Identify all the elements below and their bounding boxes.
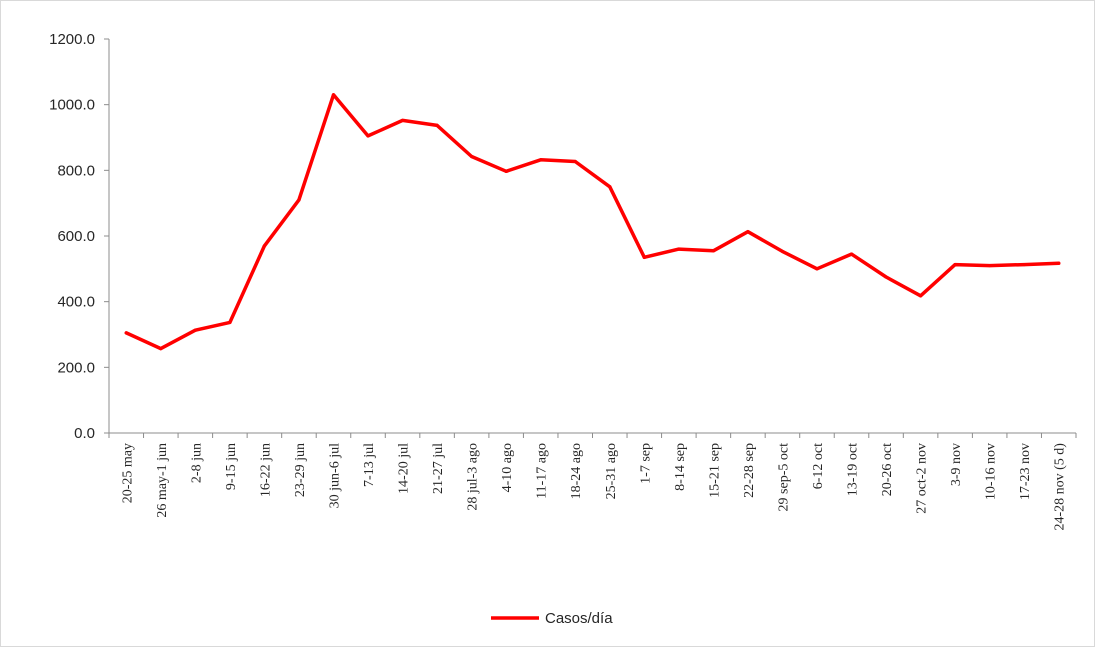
data-point <box>780 249 785 254</box>
data-point <box>400 118 405 123</box>
data-point <box>918 294 923 298</box>
y-tick-label: 1000.0 <box>49 97 95 114</box>
data-point <box>677 247 681 251</box>
x-tick-label: 6-12 oct <box>811 443 826 489</box>
data-point <box>504 169 508 173</box>
data-point <box>711 249 715 253</box>
x-tick-label: 21-27 jul <box>431 443 446 494</box>
x-tick-label: 30 jun-6 jul <box>327 443 342 508</box>
data-point <box>228 320 232 324</box>
data-point <box>470 154 474 159</box>
y-tick-label: 200.0 <box>57 359 95 376</box>
x-tick-label: 9-15 jun <box>224 443 239 490</box>
data-point <box>746 230 750 234</box>
x-tick-label: 15-21 sep <box>707 443 722 498</box>
data-point <box>262 244 267 248</box>
x-tick-label: 10-16 nov <box>984 443 999 500</box>
x-tick-label: 29 sep-5 oct <box>776 443 791 512</box>
x-tick-label: 4-10 ago <box>500 443 515 492</box>
x-tick-label: 1-7 sep <box>638 443 653 484</box>
x-tick-label: 13-19 oct <box>846 443 861 496</box>
data-point <box>1022 262 1026 267</box>
data-point <box>159 347 163 351</box>
series-layer <box>124 93 1061 351</box>
y-tick-label: 1200.0 <box>49 31 95 48</box>
x-tick-label: 22-28 sep <box>742 443 757 498</box>
x-tick-label: 20-25 may <box>120 443 135 503</box>
x-tick-label: 16-22 jun <box>258 443 273 497</box>
x-axis: 20-25 may 26 may-1 jun 2-8 jun 9-15 jun 16-2… <box>108 432 1077 531</box>
x-tick-label: 25-31 ago <box>604 443 619 499</box>
data-point <box>849 252 854 256</box>
data-point <box>539 158 543 162</box>
data-point <box>884 275 888 279</box>
y-tick-label: 600.0 <box>57 228 95 245</box>
legend-label: Casos/día <box>545 610 613 627</box>
x-tick-label: 28 jul-3 ago <box>466 443 481 511</box>
data-point <box>435 123 439 127</box>
data-point <box>297 198 301 202</box>
data-point <box>1057 261 1061 265</box>
x-tick-label: 24-28 nov (5 d) <box>1053 443 1068 531</box>
data-point <box>193 328 197 332</box>
data-point <box>124 331 128 335</box>
data-point <box>815 267 819 271</box>
x-tick-label: 23-29 jun <box>293 443 308 497</box>
x-tick-label: 18-24 ago <box>569 443 584 499</box>
y-tick-label: 400.0 <box>57 294 95 311</box>
x-tick-label: 14-20 jul <box>397 443 412 494</box>
x-tick-label: 27 oct-2 nov <box>915 443 930 514</box>
x-tick-label: 3-9 nov <box>949 443 964 486</box>
x-tick-label: 26 may-1 jun <box>155 443 170 518</box>
data-point <box>573 159 577 164</box>
x-tick-label: 2-8 jun <box>189 443 204 483</box>
data-point <box>642 255 646 259</box>
x-tick-label: 8-14 sep <box>673 443 688 491</box>
data-point <box>953 262 957 267</box>
data-point <box>366 134 370 138</box>
series-line <box>124 93 1061 351</box>
x-tick-label: 20-26 oct <box>880 443 895 496</box>
data-point <box>608 185 612 189</box>
y-tick-label: 0.0 <box>74 425 95 442</box>
x-tick-label: 7-13 jul <box>362 443 377 487</box>
legend: Casos/día <box>491 610 613 627</box>
y-tick-label: 800.0 <box>57 162 95 179</box>
data-point <box>988 263 992 268</box>
x-tick-label: 11-17 ago <box>535 443 550 499</box>
data-point <box>331 93 336 97</box>
y-axis: 0.0 200.0 400.0 600.0 800.0 1000.0 1200.0 <box>49 31 110 442</box>
x-tick-label: 17-23 nov <box>1018 443 1033 500</box>
